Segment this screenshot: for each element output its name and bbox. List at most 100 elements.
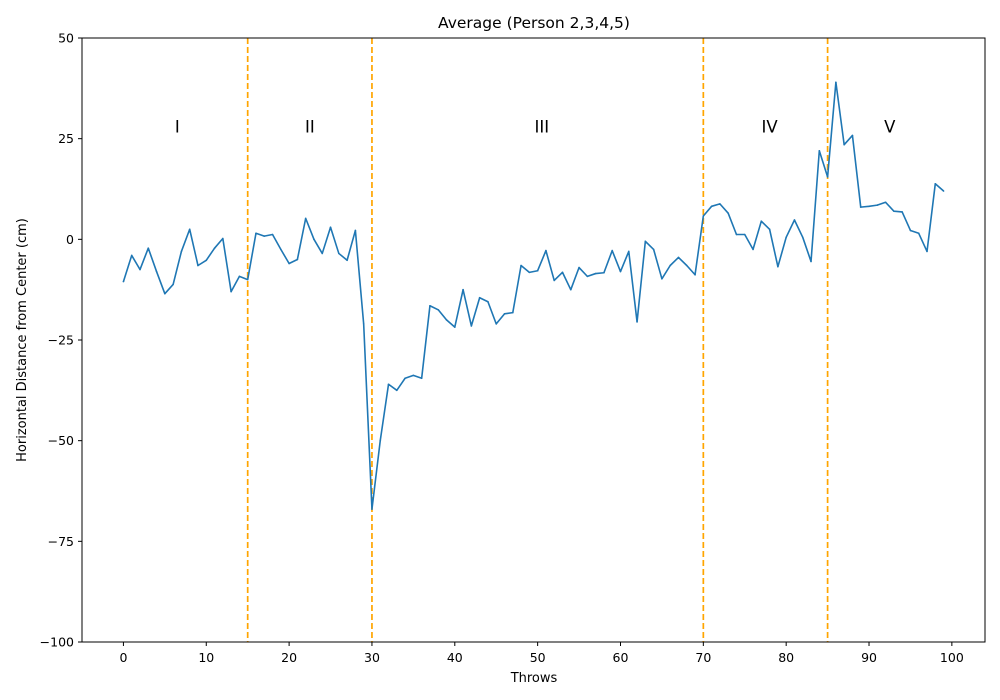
y-tick-label: −100: [40, 635, 74, 650]
y-tick-label: 25: [58, 131, 74, 146]
data-point: [511, 311, 514, 314]
phase-label: III: [534, 118, 549, 137]
y-tick-label: 50: [58, 31, 74, 46]
data-point: [246, 278, 249, 281]
data-point: [685, 264, 688, 267]
x-axis: 0 10 20 30 40 50 60 70 80 90 100: [119, 642, 964, 665]
x-tick-label: 50: [530, 650, 546, 665]
data-point: [909, 229, 912, 232]
data-point: [743, 233, 746, 236]
data-point: [263, 235, 266, 237]
x-tick-label: 40: [447, 650, 463, 665]
data-point: [346, 259, 348, 262]
data-point: [255, 232, 257, 235]
data-point: [478, 296, 481, 299]
data-point: [528, 271, 531, 274]
data-point: [710, 205, 713, 208]
phase-label: V: [884, 118, 896, 137]
x-tick-label: 0: [119, 650, 127, 665]
data-point: [304, 217, 307, 220]
data-series-layer: [122, 81, 945, 510]
data-point: [793, 219, 796, 221]
data-point: [354, 229, 357, 232]
data-point: [420, 377, 423, 380]
data-point: [768, 228, 771, 231]
data-point: [379, 439, 382, 442]
data-point: [130, 254, 133, 257]
data-point: [437, 309, 440, 311]
data-point: [694, 273, 696, 276]
data-point: [926, 250, 928, 253]
data-point: [536, 269, 539, 272]
data-point: [893, 210, 895, 212]
data-point: [727, 212, 729, 214]
phase-label: IV: [762, 118, 779, 137]
data-point: [396, 389, 398, 392]
data-point: [702, 215, 705, 217]
data-point: [487, 300, 489, 303]
data-point: [313, 238, 315, 241]
data-point: [462, 288, 464, 291]
data-point: [752, 248, 754, 251]
data-point: [553, 279, 556, 282]
data-point: [213, 247, 216, 249]
data-point: [901, 211, 903, 213]
data-point: [280, 248, 282, 251]
data-point: [884, 201, 887, 204]
data-point: [603, 271, 605, 274]
data-point: [495, 323, 498, 325]
data-point: [387, 383, 390, 386]
data-point: [917, 232, 920, 235]
data-point: [338, 252, 340, 255]
x-tick-label: 100: [940, 650, 964, 665]
data-point: [611, 249, 614, 252]
data-point: [445, 319, 448, 321]
data-point: [503, 313, 506, 315]
data-point: [453, 326, 456, 328]
data-point: [785, 236, 787, 239]
data-point: [164, 292, 166, 295]
y-tick-label: −50: [48, 433, 74, 448]
y-axis: −100 −75 −50 −25 0 25 50: [40, 31, 82, 650]
data-point: [412, 374, 415, 377]
data-point: [835, 81, 837, 84]
y-axis-label: Horizontal Distance from Center (cm): [15, 218, 30, 462]
x-tick-label: 10: [198, 650, 214, 665]
phase-divider-lines: [246, 38, 829, 642]
x-tick-label: 90: [861, 650, 877, 665]
data-point: [155, 270, 158, 273]
data-point: [321, 252, 324, 255]
y-tick-label: −75: [48, 534, 74, 549]
data-point: [810, 260, 812, 263]
data-point: [578, 266, 580, 269]
data-point: [851, 134, 854, 137]
data-point: [205, 259, 208, 262]
data-point: [147, 247, 150, 249]
data-point: [122, 280, 125, 283]
x-tick-label: 70: [695, 650, 711, 665]
data-point: [669, 264, 671, 267]
data-point: [777, 265, 779, 268]
data-point: [545, 249, 547, 252]
data-point: [859, 206, 862, 208]
data-point: [636, 321, 638, 323]
data-point: [520, 264, 522, 267]
data-point: [826, 176, 829, 178]
data-point: [371, 508, 373, 510]
x-axis-label: Throws: [510, 671, 558, 686]
x-tick-label: 20: [281, 650, 297, 665]
series-line: [122, 81, 945, 510]
data-point: [735, 233, 738, 236]
data-point: [271, 233, 274, 236]
data-point: [238, 275, 241, 278]
x-tick-label: 30: [364, 650, 380, 665]
data-point: [644, 240, 647, 243]
data-point: [843, 143, 845, 146]
chart-title: Average (Person 2,3,4,5): [438, 14, 630, 32]
data-point: [652, 248, 655, 251]
data-point: [288, 262, 290, 265]
data-point: [719, 203, 721, 205]
x-tick-label: 60: [613, 650, 629, 665]
data-point: [188, 228, 191, 231]
